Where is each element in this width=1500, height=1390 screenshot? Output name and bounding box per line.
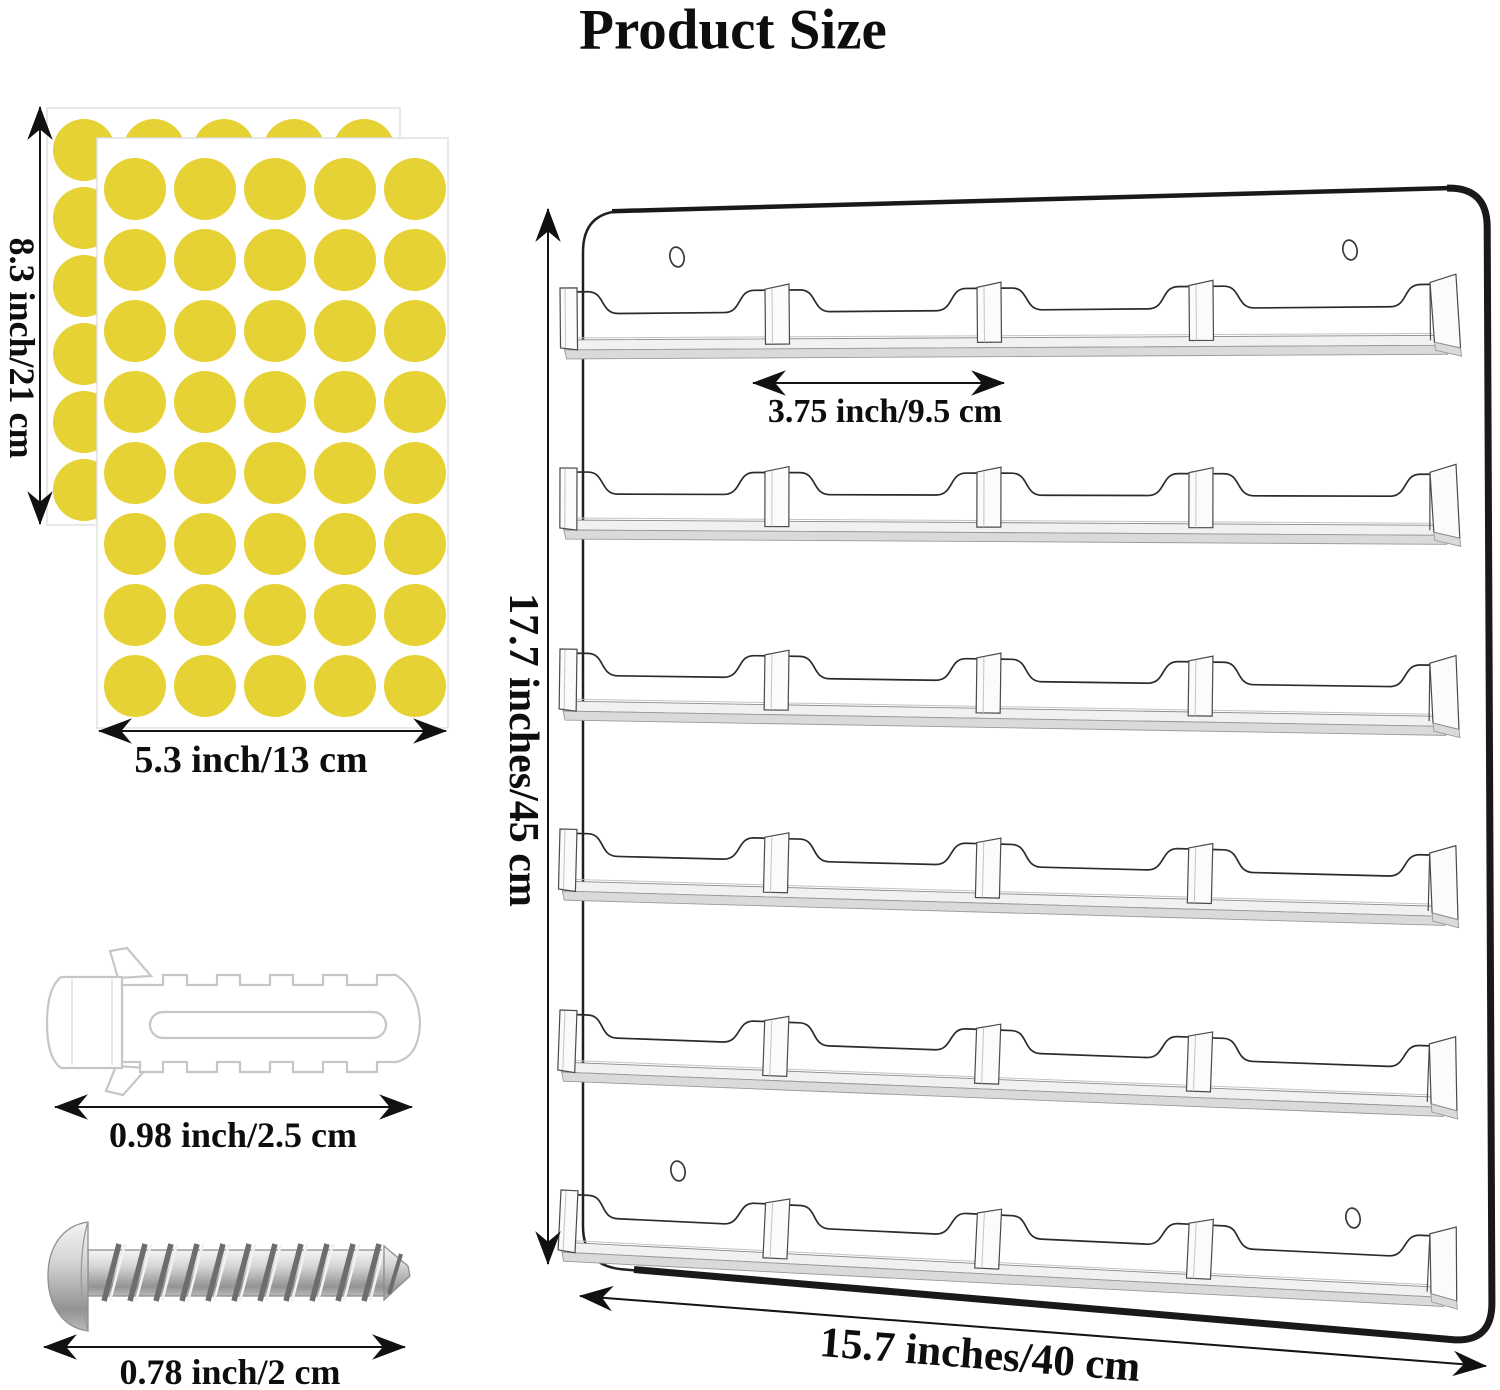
page-title: Product Size: [579, 0, 887, 62]
mounting-hole: [669, 1160, 687, 1182]
screw-figure: [47, 1221, 411, 1332]
holder-width-arrow: [578, 1285, 1488, 1377]
front-sheet-dots: [104, 158, 446, 717]
mounting-hole: [1344, 1207, 1362, 1229]
screw-length-label: 0.78 inch/2 cm: [119, 1352, 341, 1390]
anchor-length-label: 0.98 inch/2.5 cm: [109, 1115, 357, 1155]
screw-head: [47, 1221, 89, 1332]
mounting-hole: [1341, 239, 1359, 261]
acrylic-panel: [581, 186, 1494, 1342]
holder-height-label: 17.7 inches/45 cm: [500, 593, 546, 907]
wall-anchor-figure: [45, 946, 422, 1097]
mounting-hole: [668, 246, 686, 268]
sticker-sheets-figure: [46, 107, 449, 729]
card-holder-figure: [556, 184, 1496, 1344]
screw-threads: [101, 1243, 387, 1302]
dimension-arrows: [27, 105, 1488, 1377]
pocket-width-label: 3.75 inch/9.5 cm: [767, 393, 1003, 430]
sticker-width-label: 5.3 inch/13 cm: [134, 739, 368, 781]
sticker-height-label: 8.3 inch/21 cm: [2, 237, 42, 459]
